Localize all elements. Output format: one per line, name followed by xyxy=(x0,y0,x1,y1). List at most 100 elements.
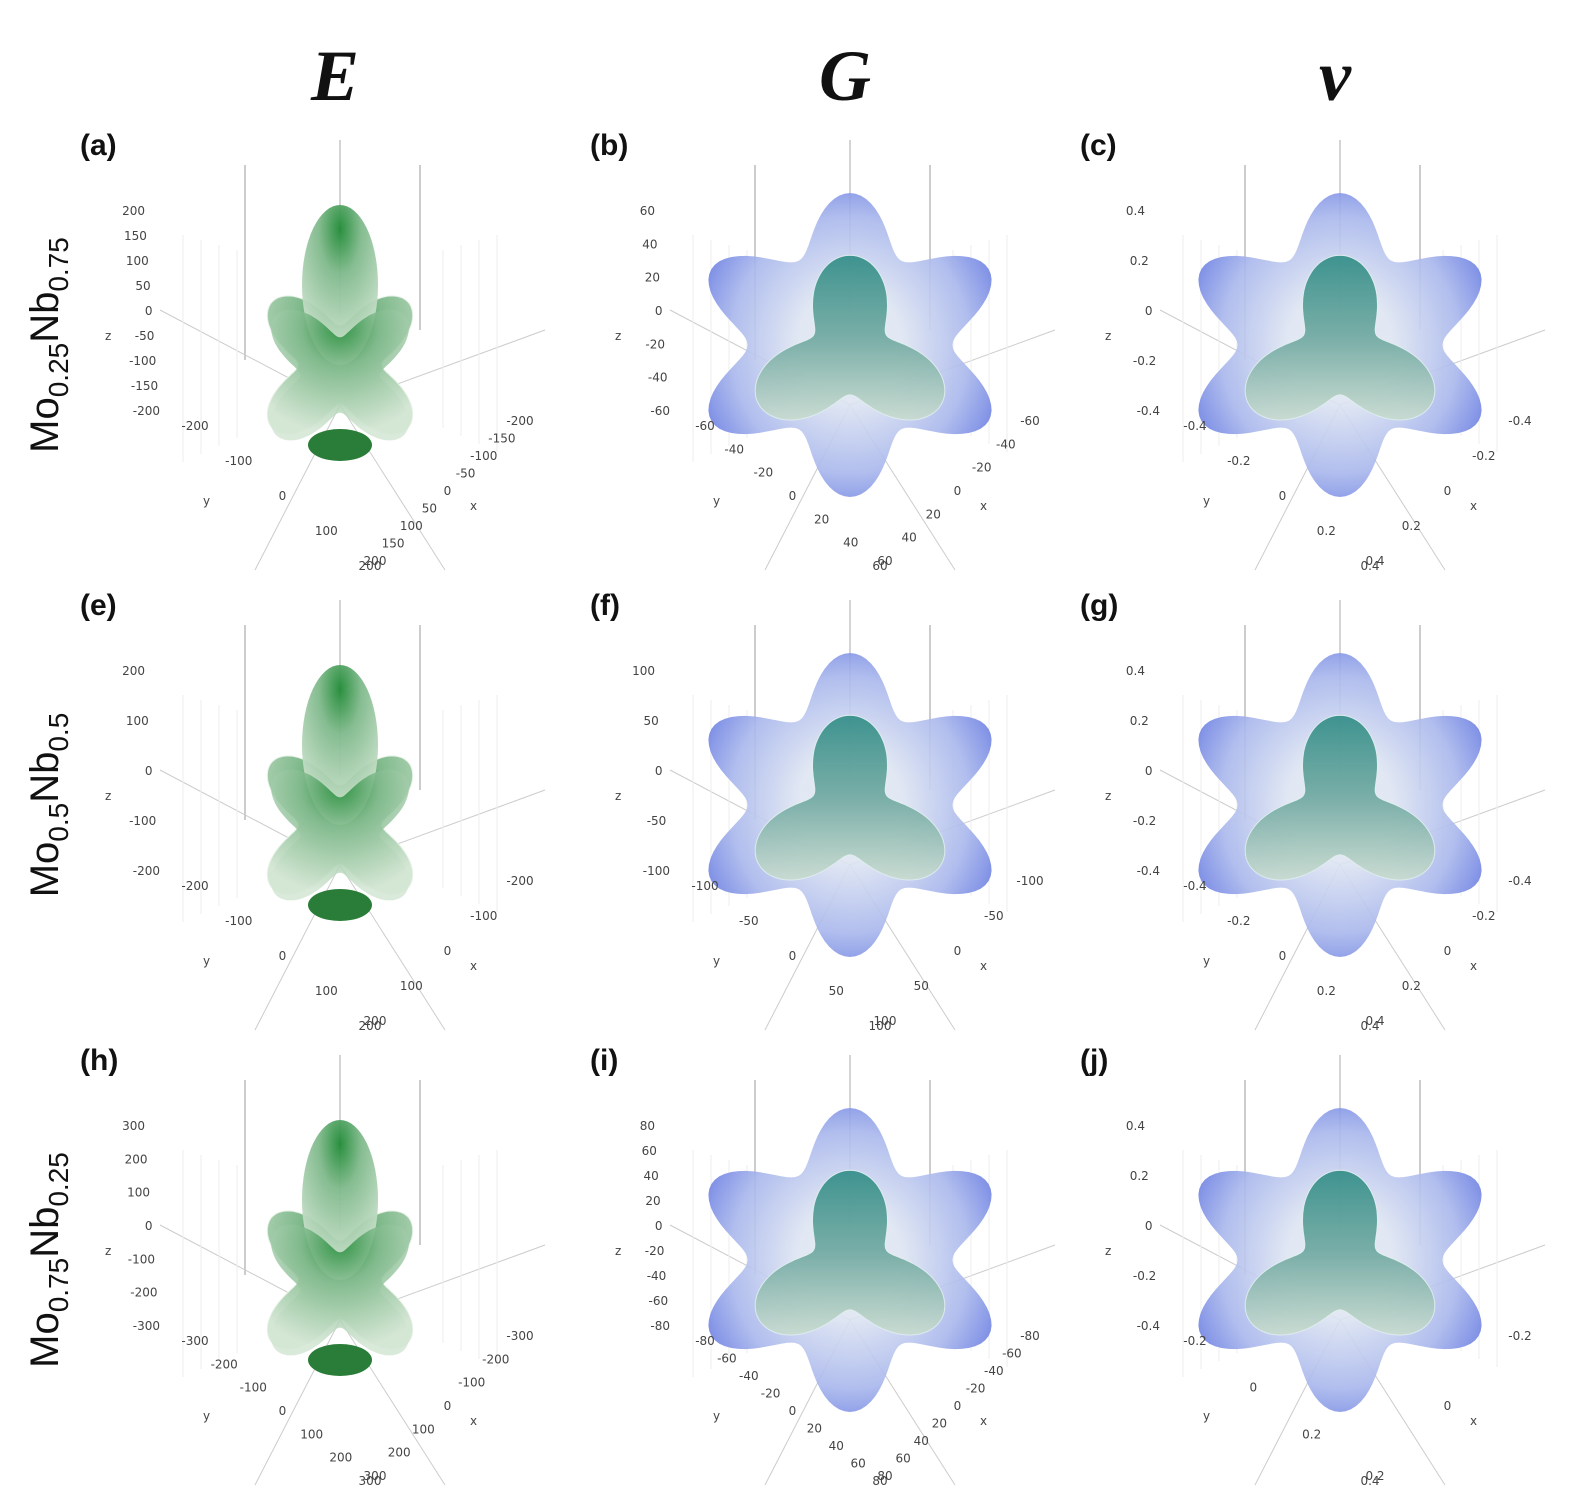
tick-label: 0.4 xyxy=(1360,1019,1379,1033)
tick-label: -150 xyxy=(131,379,158,393)
tick-label: -200 xyxy=(130,1286,157,1300)
axis-name: x xyxy=(980,1414,987,1428)
tick-label: 40 xyxy=(642,237,657,251)
tick-label: -200 xyxy=(133,404,160,418)
tick-label: 40 xyxy=(914,1434,929,1448)
tick-label: 0.4 xyxy=(1126,664,1145,678)
tick-label: 0 xyxy=(655,1219,663,1233)
row-label: Mo0.25Nb0.75 xyxy=(23,237,74,453)
axis-name: x xyxy=(1470,959,1477,973)
tick-label: -20 xyxy=(972,461,992,475)
tick-label: -0.2 xyxy=(1133,814,1156,828)
tick-label: 0.2 xyxy=(1317,524,1336,538)
surface xyxy=(271,1224,409,1356)
row-label-part: Nb xyxy=(23,1207,67,1258)
tick-label: -200 xyxy=(482,1352,509,1366)
tick-label: 60 xyxy=(642,1144,657,1158)
tick-label: -200 xyxy=(506,414,533,428)
tick-label: -20 xyxy=(966,1382,986,1396)
tick-label: -0.4 xyxy=(1137,404,1160,418)
tick-label: 0 xyxy=(1444,944,1452,958)
panel: (a)200150100500-50-100-150-200-200-10001… xyxy=(80,129,546,573)
tick-label: 0 xyxy=(954,944,962,958)
tick-label: 200 xyxy=(359,1019,382,1033)
panel: (e) 200 100 0 -100 -200 -200 -100 0 100 200 -200 -10… xyxy=(80,589,546,1033)
tick-label: 150 xyxy=(124,229,147,243)
tick-label: -40 xyxy=(996,437,1016,451)
tick-label: 200 xyxy=(364,554,387,568)
row-label-part: Mo xyxy=(23,842,67,898)
tick-label: -100 xyxy=(225,914,252,928)
tick-label: 40 xyxy=(843,536,858,550)
row-label-part: 0.75 xyxy=(43,237,74,292)
tick-label: -200 xyxy=(181,419,208,433)
panel-label: (a) xyxy=(80,129,117,162)
axis-name: x xyxy=(980,959,987,973)
panel: (f) 100 50 0 -50 -100 -100 -50 0 50 100 -100 -50 0 50 1… xyxy=(590,589,1056,1033)
tick-label: -0.2 xyxy=(1227,914,1250,928)
row-label-part: Mo xyxy=(23,397,67,453)
tick-label: 20 xyxy=(926,507,941,521)
axis-name: z xyxy=(615,329,621,343)
column-header: ν xyxy=(1319,36,1352,116)
tick-label: 0 xyxy=(1279,949,1287,963)
tick-label: -100 xyxy=(1016,874,1043,888)
tick-label: 0.2 xyxy=(1317,984,1336,998)
tick-label: -100 xyxy=(129,354,156,368)
surface xyxy=(271,769,409,901)
tick-label: -0.2 xyxy=(1472,909,1495,923)
tick-label: 0 xyxy=(954,484,962,498)
tick-label: 40 xyxy=(644,1169,659,1183)
tick-label: 0 xyxy=(655,764,663,778)
tick-label: 100 xyxy=(400,519,423,533)
tick-label: -60 xyxy=(1020,414,1040,428)
tick-label: 0 xyxy=(789,949,797,963)
tick-label: 0 xyxy=(279,489,287,503)
tick-label: 0 xyxy=(1145,1219,1153,1233)
tick-label: 200 xyxy=(364,1014,387,1028)
panel-label: (i) xyxy=(590,1044,618,1077)
axis-name: y xyxy=(1203,954,1210,968)
axis-name: x xyxy=(1470,1414,1477,1428)
axis-name: y xyxy=(1203,1409,1210,1423)
tick-label: 0.4 xyxy=(1360,559,1379,573)
tick-label: 200 xyxy=(122,204,145,218)
tick-label: -100 xyxy=(128,1252,155,1266)
axis-name: y xyxy=(713,954,720,968)
tick-label: 60 xyxy=(872,559,887,573)
tick-label: 100 xyxy=(400,979,423,993)
tick-label: -150 xyxy=(488,432,515,446)
tick-label: 0 xyxy=(1249,1381,1257,1395)
axis-name: z xyxy=(1105,789,1111,803)
tick-label: 60 xyxy=(895,1452,910,1466)
tick-label: -0.2 xyxy=(1472,449,1495,463)
tick-label: 100 xyxy=(315,524,338,538)
tick-label: 0 xyxy=(789,489,797,503)
axis-name: y xyxy=(713,494,720,508)
row-label-part: 0.25 xyxy=(43,1152,74,1207)
axis-name: y xyxy=(203,494,210,508)
axis-name: x xyxy=(470,499,477,513)
axis-name: z xyxy=(1105,329,1111,343)
tick-label: 40 xyxy=(829,1439,844,1453)
tick-label: 0 xyxy=(954,1399,962,1413)
tick-label: 0.2 xyxy=(1402,979,1421,993)
tick-label: -40 xyxy=(648,371,668,385)
tick-label: 50 xyxy=(914,979,929,993)
tick-label: -50 xyxy=(647,814,667,828)
axis-name: z xyxy=(105,329,111,343)
axis-name: z xyxy=(105,789,111,803)
tick-label: -0.4 xyxy=(1508,414,1531,428)
tick-label: 0 xyxy=(1444,484,1452,498)
axis-name: y xyxy=(1203,494,1210,508)
tick-label: -200 xyxy=(181,879,208,893)
tick-label: 0.2 xyxy=(1130,714,1149,728)
tick-label: -60 xyxy=(1002,1347,1022,1361)
tick-label: -0.4 xyxy=(1137,1319,1160,1333)
tick-label: 0.4 xyxy=(1126,1119,1145,1133)
tick-label: -20 xyxy=(761,1387,781,1401)
panel-label: (g) xyxy=(1080,589,1118,622)
row-label: Mo0.5Nb0.5 xyxy=(23,713,74,898)
tick-label: 200 xyxy=(359,559,382,573)
